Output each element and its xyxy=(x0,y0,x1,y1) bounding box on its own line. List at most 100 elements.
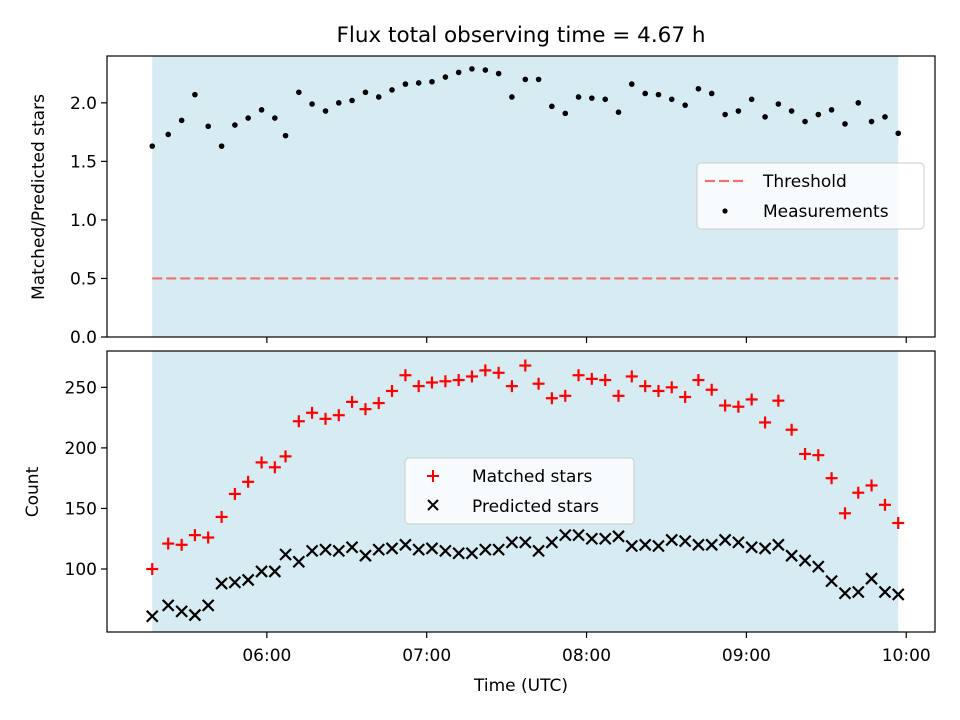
matched-point xyxy=(785,423,798,436)
matched-point xyxy=(719,399,732,412)
predicted-point xyxy=(519,536,532,549)
measurement-point xyxy=(218,143,225,149)
predicted-point xyxy=(758,542,772,555)
matched-point xyxy=(612,389,625,402)
measurement-point xyxy=(258,107,265,113)
matched-point xyxy=(452,374,465,387)
measurement-point xyxy=(788,108,795,114)
figure-title: Flux total observing time = 4.67 h xyxy=(337,23,706,48)
matched-point xyxy=(812,449,825,462)
measurement-point xyxy=(375,94,382,100)
measurement-point xyxy=(842,121,848,127)
matched-point xyxy=(865,479,878,492)
predicted-point xyxy=(732,536,745,549)
matched-point xyxy=(279,450,292,463)
predicted-point xyxy=(878,585,892,599)
predicted-point xyxy=(425,542,439,555)
measurement-point xyxy=(522,76,529,83)
measurement-point xyxy=(642,90,648,97)
predicted-point xyxy=(678,534,692,548)
predicted-point xyxy=(372,543,386,556)
predicted-point xyxy=(201,599,215,612)
predicted-point xyxy=(891,588,905,601)
predicted-point xyxy=(241,573,255,587)
measurement-point xyxy=(668,96,675,103)
matched-point xyxy=(652,384,665,397)
matched-point xyxy=(412,380,425,393)
measurement-point xyxy=(415,80,422,86)
measurement-point xyxy=(882,114,888,120)
predicted-point xyxy=(785,549,798,562)
bottom-plot-frame xyxy=(106,350,936,633)
matched-point xyxy=(372,397,385,410)
bottom-xtick-label: 09:00 xyxy=(722,646,771,666)
predicted-point xyxy=(319,543,332,556)
matched-point xyxy=(639,380,652,393)
bottom-ytick-label: 200 xyxy=(65,439,97,459)
top-plot-frame xyxy=(106,55,936,338)
predicted-point xyxy=(479,543,492,556)
matched-point xyxy=(332,409,345,422)
measurement-point xyxy=(535,76,542,83)
matched-point xyxy=(228,487,241,500)
measurement-point xyxy=(429,78,435,85)
matched-point xyxy=(255,456,268,469)
matched-point xyxy=(306,406,319,419)
measurement-point xyxy=(349,97,355,104)
predicted-point xyxy=(399,538,412,552)
matched-point xyxy=(545,392,558,405)
measurement-point xyxy=(855,100,862,106)
predicted-point xyxy=(359,549,372,562)
legend-predicted-label: Predicted stars xyxy=(472,497,599,517)
matched-point xyxy=(492,366,505,379)
matched-point xyxy=(878,498,891,511)
predicted-point xyxy=(332,544,346,558)
matched-point xyxy=(772,394,785,407)
measurement-point xyxy=(469,66,475,72)
predicted-point xyxy=(279,548,292,561)
legend-predicted-swatch xyxy=(427,499,439,511)
bottom-legend: Matched stars Predicted stars xyxy=(404,457,635,525)
matched-point xyxy=(242,475,255,488)
predicted-point xyxy=(612,530,625,543)
bottom-xtick-label: 06:00 xyxy=(242,646,291,666)
measurement-point xyxy=(828,107,835,113)
predicted-point xyxy=(175,605,188,618)
predicted-point xyxy=(585,532,599,546)
predicted-point xyxy=(465,546,479,560)
bottom-xtick-label: 08:00 xyxy=(562,646,611,666)
matched-point xyxy=(359,403,372,416)
legend-measurements-label: Measurements xyxy=(763,202,889,222)
predicted-point xyxy=(851,585,865,599)
measurement-point xyxy=(232,122,238,128)
measurement-point xyxy=(482,67,489,73)
matched-point xyxy=(799,447,812,460)
measurement-point xyxy=(296,89,302,96)
measurement-point xyxy=(509,94,515,100)
matched-point xyxy=(532,377,545,390)
matched-point xyxy=(292,415,305,428)
measurement-point xyxy=(815,111,822,118)
bottom-legend-box xyxy=(404,457,635,525)
matched-point xyxy=(892,516,905,529)
matched-point xyxy=(599,374,612,387)
top-ytick-label: 1.5 xyxy=(70,152,97,172)
predicted-point xyxy=(825,574,838,588)
predicted-point xyxy=(718,533,732,547)
measurement-point xyxy=(192,91,198,98)
matched-point xyxy=(679,391,692,404)
predicted-point xyxy=(705,538,718,552)
measurement-point xyxy=(272,115,278,121)
top-ytick-label: 2.0 xyxy=(70,94,97,114)
top-legend: Threshold Measurements xyxy=(696,162,925,230)
predicted-point xyxy=(505,536,519,549)
matched-point xyxy=(175,538,188,551)
measurement-point xyxy=(735,108,742,114)
bottom-ytick-label: 100 xyxy=(65,560,97,580)
matched-point xyxy=(268,461,281,474)
predicted-stars-series xyxy=(145,528,905,623)
matched-point xyxy=(465,370,478,383)
matched-point xyxy=(585,372,598,385)
legend-matched-label: Matched stars xyxy=(472,467,592,487)
